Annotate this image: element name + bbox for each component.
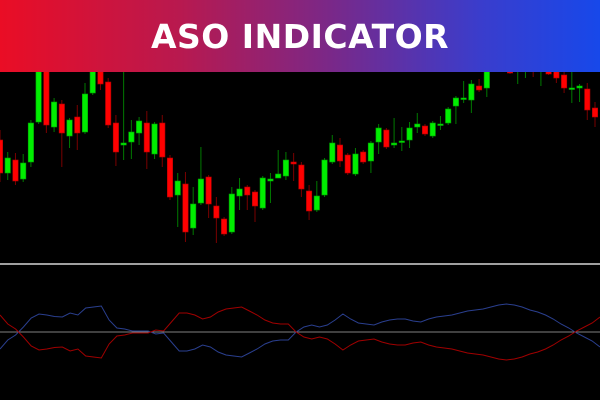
- bullish-candle: [259, 177, 266, 209]
- banner-title: ASO INDICATOR: [150, 16, 450, 56]
- bullish-candle: [151, 123, 158, 155]
- bullish-candle: [437, 123, 444, 126]
- bullish-candle: [445, 108, 452, 124]
- bullish-candle: [267, 178, 274, 182]
- bearish-candle: [213, 205, 220, 219]
- aso-panel: [0, 303, 600, 361]
- bullish-candle: [120, 142, 127, 146]
- aso-bull-line: [0, 303, 600, 358]
- bearish-candle: [591, 107, 598, 118]
- bearish-candle: [344, 154, 351, 174]
- bullish-candle: [452, 97, 459, 107]
- bullish-candle: [429, 122, 436, 137]
- bullish-candle: [321, 159, 328, 196]
- bullish-candle: [190, 203, 197, 229]
- price-panel: [0, 45, 598, 243]
- bearish-candle: [221, 218, 228, 235]
- bullish-candle: [4, 157, 11, 174]
- bullish-candle: [313, 195, 320, 211]
- bullish-candle: [398, 140, 405, 143]
- bullish-candle: [228, 193, 235, 233]
- title-banner: ASO INDICATOR: [0, 0, 600, 72]
- bearish-candle: [159, 122, 166, 158]
- bearish-candle: [205, 176, 212, 205]
- bullish-candle: [236, 188, 243, 197]
- bullish-candle: [27, 122, 34, 163]
- bearish-candle: [58, 103, 65, 134]
- bullish-candle: [352, 153, 359, 175]
- bearish-candle: [383, 129, 390, 148]
- bullish-candle: [568, 87, 575, 90]
- bullish-candle: [66, 119, 73, 137]
- bearish-candle: [360, 151, 367, 163]
- bearish-candle: [244, 186, 251, 196]
- aso-bear-line: [0, 306, 600, 361]
- bullish-candle: [275, 173, 282, 179]
- bearish-candle: [112, 122, 119, 153]
- bullish-candle: [197, 178, 204, 204]
- bullish-candle: [136, 120, 143, 134]
- bullish-candle: [128, 131, 135, 143]
- bullish-candle: [367, 142, 374, 162]
- bullish-candle: [576, 85, 583, 89]
- bearish-candle: [290, 161, 297, 165]
- bearish-candle: [306, 190, 313, 212]
- bullish-candle: [89, 69, 96, 94]
- bullish-candle: [20, 162, 27, 180]
- bearish-candle: [421, 125, 428, 135]
- bearish-candle: [182, 183, 189, 233]
- bullish-candle: [375, 127, 382, 143]
- bullish-candle: [329, 142, 336, 163]
- bearish-candle: [476, 85, 483, 91]
- bullish-candle: [282, 159, 289, 177]
- bearish-candle: [167, 157, 174, 198]
- bearish-candle: [584, 88, 591, 111]
- bearish-candle: [143, 122, 150, 153]
- bearish-candle: [105, 81, 112, 126]
- bearish-candle: [252, 191, 259, 207]
- bearish-candle: [0, 139, 4, 174]
- bullish-candle: [460, 97, 467, 100]
- bullish-candle: [82, 93, 89, 133]
- bullish-candle: [406, 127, 413, 141]
- bullish-candle: [414, 123, 421, 128]
- bullish-candle: [391, 142, 398, 146]
- bearish-candle: [298, 164, 305, 190]
- bullish-candle: [51, 101, 58, 128]
- bearish-candle: [12, 159, 19, 182]
- bearish-candle: [336, 144, 343, 162]
- bearish-candle: [561, 74, 568, 89]
- bearish-candle: [74, 116, 81, 134]
- bullish-candle: [174, 180, 181, 196]
- bullish-candle: [468, 83, 475, 101]
